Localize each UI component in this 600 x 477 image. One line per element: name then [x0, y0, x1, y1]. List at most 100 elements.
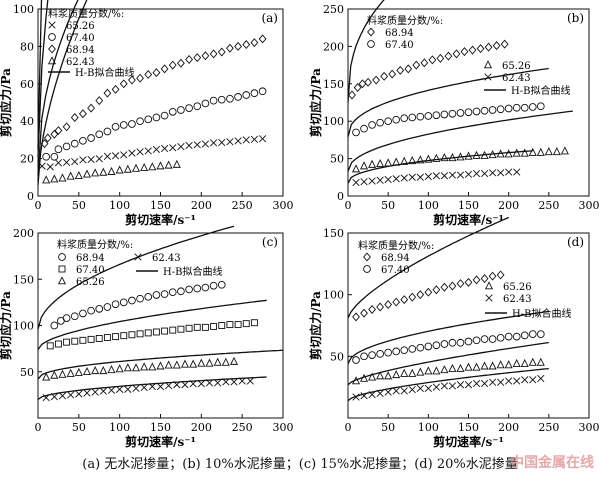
x-tick-label: 250 — [538, 421, 559, 434]
data-point — [392, 175, 400, 183]
data-point — [364, 77, 372, 87]
data-point — [197, 358, 206, 367]
data-point — [400, 114, 409, 123]
data-point — [416, 173, 424, 181]
data-point — [71, 337, 79, 345]
data-point — [480, 274, 489, 284]
figure-caption: (a) 无水泥掺量；(b) 10%水泥掺量；(c) 15%水泥掺量；(d) 20… — [82, 457, 518, 472]
data-point — [221, 357, 230, 366]
data-point — [424, 366, 433, 375]
x-tick-label: 200 — [191, 199, 212, 212]
data-point — [448, 363, 457, 372]
data-point — [71, 157, 79, 166]
data-point — [480, 335, 489, 343]
data-point — [58, 392, 67, 400]
data-point — [440, 340, 449, 348]
data-point — [440, 382, 449, 390]
x-tick-label: 300 — [273, 421, 294, 434]
data-point — [205, 379, 214, 387]
data-point — [226, 321, 234, 329]
data-point — [116, 385, 124, 393]
data-point — [448, 281, 457, 291]
data-point — [140, 383, 148, 392]
y-tick-label: 150 — [323, 227, 344, 240]
data-point — [136, 330, 144, 338]
data-point — [189, 380, 197, 388]
data-point — [99, 387, 107, 395]
data-point — [177, 143, 185, 151]
legend-marker — [134, 253, 142, 261]
legend-title: 料浆质量分数/%: — [48, 7, 124, 20]
data-point — [152, 328, 160, 336]
data-point — [444, 51, 453, 61]
data-point — [79, 136, 87, 145]
data-point — [384, 348, 393, 357]
data-point — [376, 371, 385, 380]
x-tick-label: 50 — [72, 199, 86, 212]
x-axis-title: 剪切速率/s⁻¹ — [433, 434, 504, 449]
data-point — [360, 373, 369, 382]
data-point — [120, 151, 128, 159]
data-point — [209, 96, 218, 105]
data-point — [396, 65, 405, 75]
data-point — [432, 383, 440, 391]
data-point — [537, 374, 545, 383]
x-tick-label: 0 — [35, 199, 42, 212]
data-point — [496, 360, 505, 369]
data-point — [376, 350, 384, 358]
legend-entry-label: 67.40 — [76, 265, 105, 276]
data-point — [420, 58, 429, 68]
fit-curve-67.40 — [347, 310, 549, 365]
data-point — [456, 279, 465, 289]
chart-panel-4: 0 50 100 150 200 250 30050100150剪切速率/s⁻¹剪切应力/P… — [308, 216, 600, 449]
data-point — [505, 377, 513, 385]
legend-marker — [57, 276, 67, 285]
chart-panel-3: 0 50 100 150 200 250 30050100150200剪切速率/s⁻¹剪切应… — [0, 225, 294, 449]
data-point — [408, 345, 417, 353]
data-point — [376, 302, 385, 312]
data-point — [448, 382, 457, 390]
data-point — [464, 108, 473, 117]
data-point — [380, 71, 389, 81]
legend-entry-label: 62.43 — [66, 57, 95, 68]
legend-fit-label: H-B拟合曲线 — [511, 84, 570, 97]
data-point — [54, 340, 62, 348]
data-point — [250, 38, 259, 48]
data-point — [74, 170, 83, 180]
y-tick-label: 200 — [13, 227, 34, 240]
x-tick-label: 50 — [381, 421, 395, 434]
data-point — [496, 270, 505, 280]
data-point — [91, 168, 100, 177]
data-point — [480, 361, 489, 370]
y-axis-title: 剪切应力/Pa — [308, 68, 323, 137]
data-point — [229, 356, 239, 365]
data-point — [352, 128, 360, 137]
data-point — [79, 336, 87, 344]
data-point — [488, 271, 497, 281]
data-point — [246, 377, 254, 385]
data-point — [217, 280, 226, 289]
data-point — [193, 53, 202, 63]
data-point — [164, 160, 173, 169]
data-point — [496, 105, 505, 114]
data-point — [180, 359, 190, 368]
data-point — [368, 304, 376, 314]
x-tick-label: 250 — [538, 199, 559, 212]
data-point — [128, 296, 136, 305]
data-point — [384, 117, 393, 126]
data-point — [87, 134, 95, 142]
watermark-logo: 中国金属在线 — [510, 455, 594, 471]
data-point — [238, 377, 246, 385]
data-point — [54, 145, 63, 154]
data-point — [520, 103, 529, 112]
data-point — [352, 356, 360, 364]
data-point — [492, 41, 501, 51]
y-tick-label: 40 — [20, 115, 34, 128]
y-tick-label: 60 — [20, 78, 34, 91]
data-point — [408, 368, 417, 377]
data-point — [400, 368, 409, 377]
data-point — [161, 327, 169, 335]
data-point — [152, 68, 161, 78]
data-point — [250, 135, 259, 143]
data-point — [521, 376, 529, 384]
